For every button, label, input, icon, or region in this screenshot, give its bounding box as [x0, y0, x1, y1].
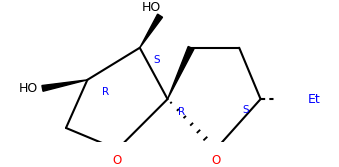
Polygon shape	[140, 14, 162, 48]
Text: Et: Et	[307, 93, 320, 106]
Text: R: R	[178, 107, 185, 117]
Polygon shape	[167, 46, 194, 99]
Polygon shape	[42, 80, 87, 91]
Text: HO: HO	[19, 82, 38, 95]
Text: R: R	[102, 87, 109, 97]
Text: O: O	[113, 153, 122, 166]
Text: S: S	[154, 55, 160, 64]
Text: O: O	[211, 153, 220, 166]
Text: HO: HO	[142, 1, 161, 14]
Text: S: S	[242, 105, 249, 115]
